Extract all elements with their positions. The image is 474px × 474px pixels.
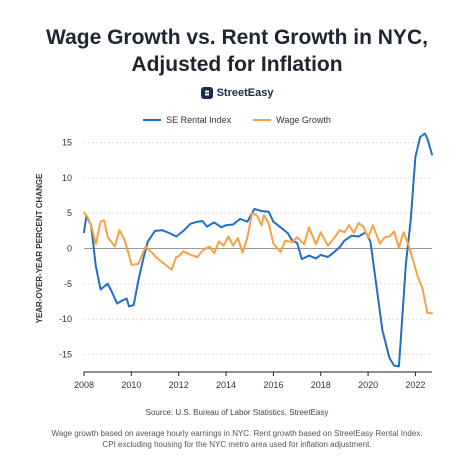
legend-label-wage: Wage Growth xyxy=(276,115,331,125)
y-tick-label: -5 xyxy=(64,279,72,289)
legend-swatch-wage xyxy=(253,119,272,121)
x-tick-label: 2012 xyxy=(169,380,189,390)
series-layer xyxy=(83,132,433,368)
legend-label-rent: SE Rental Index xyxy=(166,115,232,125)
y-tick-label: -10 xyxy=(59,314,72,324)
grid-layer xyxy=(84,142,432,355)
y-tick-label: 15 xyxy=(62,138,72,148)
legend-item-rent: SE Rental Index xyxy=(143,115,231,125)
chart-title-line-2: Adjusted for Inflation xyxy=(131,53,343,76)
chart-legend: SE Rental Index Wage Growth xyxy=(0,115,474,125)
legend-item-wage: Wage Growth xyxy=(253,115,331,125)
axis-layer xyxy=(83,371,432,376)
series-line-wage xyxy=(83,211,433,315)
y-tick-label: -15 xyxy=(59,349,72,359)
brand-logo: StreetEasy xyxy=(0,87,474,99)
x-tick-label: 2008 xyxy=(74,380,94,390)
x-tick-label: 2018 xyxy=(311,380,331,390)
x-tick-label: 2022 xyxy=(405,380,425,390)
y-tick-label: 10 xyxy=(62,173,72,183)
streeteasy-icon xyxy=(200,87,213,99)
y-tick-label: 5 xyxy=(67,208,72,218)
source-note: Source: U.S. Bureau of Labor Statistics,… xyxy=(145,408,329,417)
methodology-note-line-2: CPI excluding housing for the NYC metro … xyxy=(102,440,372,449)
x-tick-label: 2020 xyxy=(358,380,378,390)
chart-title-line-1: Wage Growth vs. Rent Growth in NYC, xyxy=(46,26,428,49)
x-tick-label: 2014 xyxy=(216,380,236,390)
methodology-note-line-1: Wage growth based on average hourly earn… xyxy=(51,429,423,438)
x-tick-label: 2010 xyxy=(121,380,141,390)
x-tick-label: 2016 xyxy=(263,380,283,390)
series-line-rent xyxy=(83,132,433,368)
y-axis-title: YEAR-OVER-YEAR PERCENT CHANGE xyxy=(35,173,44,323)
brand-name: StreetEasy xyxy=(216,87,274,99)
legend-swatch-rent xyxy=(143,119,162,121)
label-layer: 15 10 5 0 -5 -10 -15 2008 2010 2012 2014 2016 2018 20… xyxy=(35,138,425,390)
y-tick-label: 0 xyxy=(67,244,72,254)
